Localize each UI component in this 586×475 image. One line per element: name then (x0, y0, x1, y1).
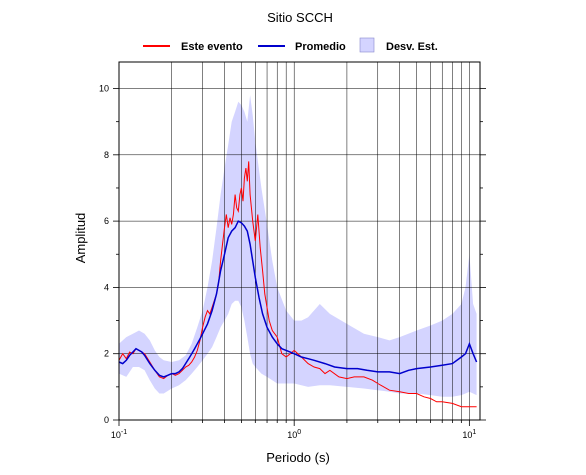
legend-std-swatch (359, 37, 375, 53)
legend-mean-label: Promedio (295, 41, 346, 53)
mean-series-line (118, 220, 478, 378)
chart-title: Sitio SCCH (267, 10, 333, 25)
y-tick-label: 2 (104, 349, 109, 359)
plot-area (113, 61, 486, 426)
y-tick-label: 8 (104, 150, 109, 160)
y-tick-label: 10 (99, 84, 109, 94)
y-tick-labels: 0 2 4 6 8 10 (99, 84, 109, 425)
legend: Este evento Promedio Desv. Est. (143, 37, 438, 53)
x-tick-label: 10-1 (111, 429, 127, 440)
plot-frame (118, 61, 481, 421)
legend-event-label: Este evento (181, 41, 243, 53)
x-tick-label: 100 (287, 429, 301, 440)
y-axis-title: Amplitud (73, 213, 88, 264)
std-band (119, 95, 477, 397)
x-tick-labels: 10-1 100 101 (111, 429, 477, 440)
event-series-line (118, 161, 477, 408)
x-axis-title: Periodo (s) (266, 450, 330, 465)
y-tick-label: 6 (104, 216, 109, 226)
y-tick-label: 0 (104, 415, 109, 425)
legend-std-label: Desv. Est. (386, 41, 438, 53)
axis-ticks (113, 88, 486, 426)
x-tick-label: 101 (462, 429, 476, 440)
y-tick-label: 4 (104, 282, 109, 292)
